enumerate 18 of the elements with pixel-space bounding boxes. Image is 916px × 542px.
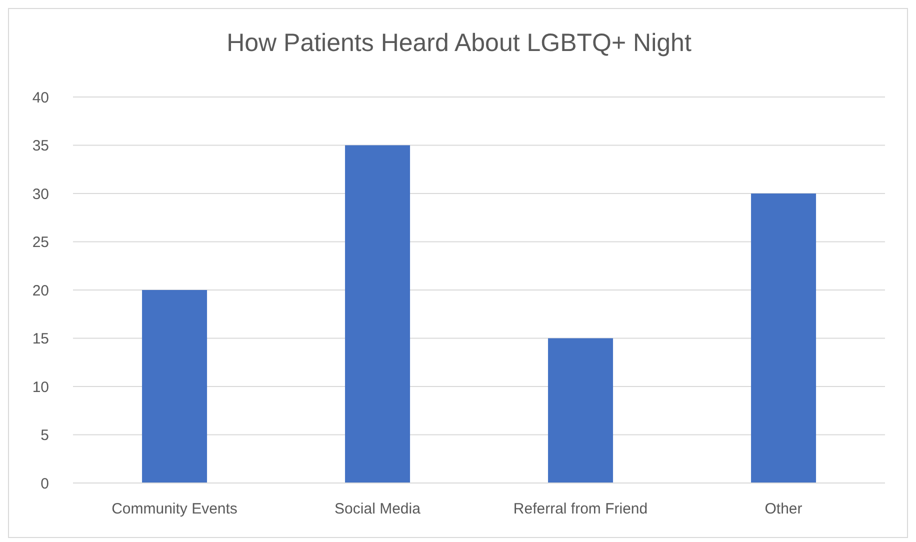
bar <box>345 145 410 483</box>
x-tick-label: Referral from Friend <box>513 500 648 518</box>
y-tick-label: 10 <box>32 378 49 396</box>
y-tick-label: 30 <box>32 186 49 203</box>
y-tick-label: 5 <box>40 427 49 444</box>
bar <box>142 290 208 483</box>
y-tick-label: 15 <box>32 330 49 348</box>
x-tick-label: Social Media <box>334 500 422 518</box>
y-tick-label: 20 <box>32 282 49 300</box>
y-tick-label: 40 <box>32 89 49 106</box>
chart-title: How Patients Heard About LGBTQ+ Night <box>226 29 692 58</box>
y-tick-label: 35 <box>32 138 49 155</box>
y-tick-label: 25 <box>32 234 49 252</box>
bar <box>751 194 816 483</box>
y-tick-label: 0 <box>40 475 49 492</box>
bar <box>548 338 614 483</box>
x-tick-label: Other <box>764 500 802 518</box>
x-tick-label: Community Events <box>112 500 238 518</box>
